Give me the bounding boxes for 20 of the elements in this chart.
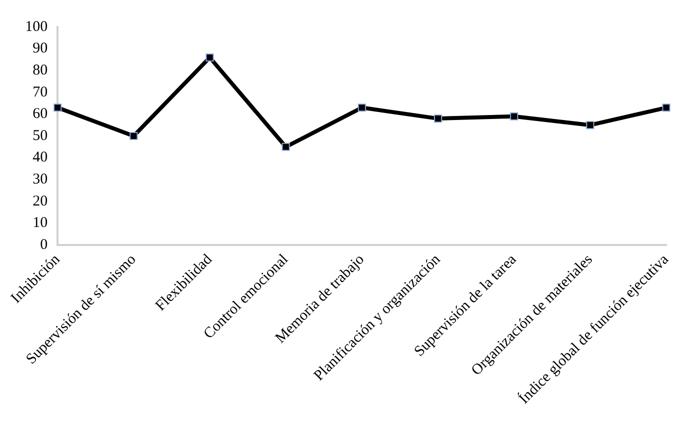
- point: [662, 104, 670, 112]
- point: [510, 112, 518, 120]
- point: [358, 104, 366, 112]
- y-tick-label: 20: [32, 193, 48, 210]
- y-tick-label: 60: [32, 106, 48, 122]
- point: [282, 142, 290, 151]
- y-tick-label: 90: [32, 40, 48, 57]
- point: [586, 121, 594, 130]
- y-tick-label: 10: [32, 215, 48, 232]
- point: [206, 53, 214, 62]
- y-tick-label: 70: [32, 84, 48, 100]
- y-tick-label: 100: [25, 18, 48, 35]
- y-tick-label: 80: [32, 62, 48, 79]
- point: [434, 114, 442, 123]
- point: [54, 104, 62, 112]
- point: [130, 132, 138, 140]
- y-tick-label: 30: [32, 172, 48, 188]
- y-tick-label: 40: [32, 150, 48, 166]
- y-tick-label: 0: [40, 236, 48, 253]
- y-tick-label: 50: [32, 128, 48, 144]
